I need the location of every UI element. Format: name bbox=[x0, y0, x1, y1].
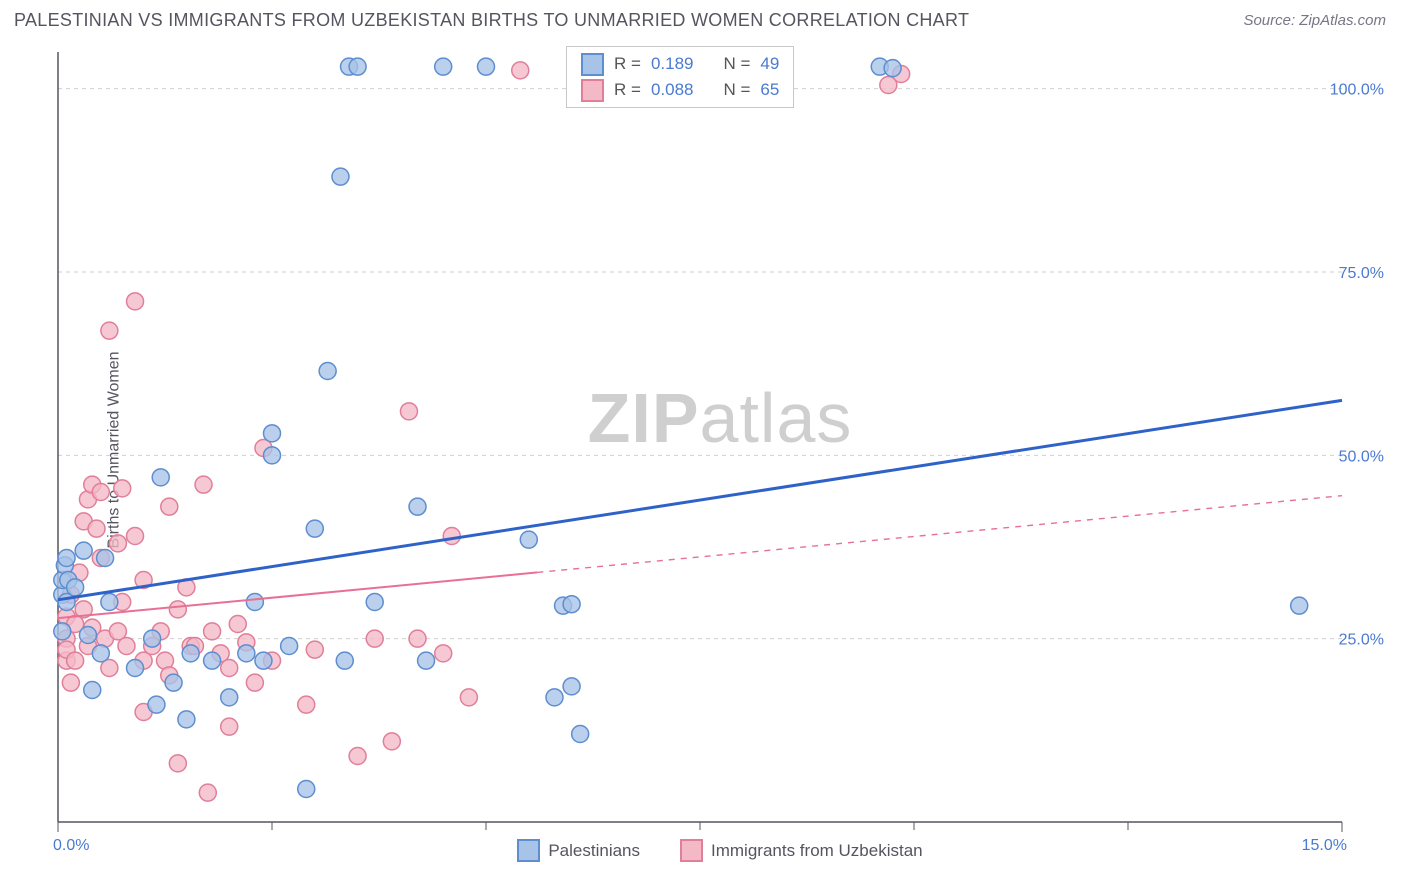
legend-label: Immigrants from Uzbekistan bbox=[711, 841, 923, 861]
r-label: R = bbox=[614, 77, 641, 103]
source-label: Source: ZipAtlas.com bbox=[1243, 12, 1386, 29]
svg-text:75.0%: 75.0% bbox=[1339, 265, 1384, 282]
chart-title: PALESTINIAN VS IMMIGRANTS FROM UZBEKISTA… bbox=[14, 10, 969, 31]
svg-text:50.0%: 50.0% bbox=[1339, 448, 1384, 465]
r-label: R = bbox=[614, 51, 641, 77]
legend-swatch-icon bbox=[581, 79, 604, 102]
svg-text:100.0%: 100.0% bbox=[1330, 82, 1384, 99]
n-label: N = bbox=[723, 51, 750, 77]
legend-row: R = 0.189 N = 49 bbox=[581, 51, 779, 77]
legend-label: Palestinians bbox=[548, 841, 640, 861]
series-legend: Palestinians Immigrants from Uzbekistan bbox=[46, 839, 1394, 862]
n-value: 49 bbox=[760, 51, 779, 77]
legend-swatch-icon bbox=[680, 839, 703, 862]
r-value: 0.189 bbox=[651, 51, 694, 77]
legend-item: Palestinians bbox=[517, 839, 640, 862]
svg-text:25.0%: 25.0% bbox=[1339, 632, 1384, 649]
legend-swatch-icon bbox=[517, 839, 540, 862]
legend-swatch-icon bbox=[581, 53, 604, 76]
chart-area: Births to Unmarried Women 25.0%50.0%75.0… bbox=[46, 46, 1394, 854]
n-value: 65 bbox=[760, 77, 779, 103]
r-value: 0.088 bbox=[651, 77, 694, 103]
scatter-plot: 25.0%50.0%75.0%100.0%0.0%15.0% bbox=[46, 46, 1394, 854]
n-label: N = bbox=[723, 77, 750, 103]
legend-item: Immigrants from Uzbekistan bbox=[680, 839, 923, 862]
legend-row: R = 0.088 N = 65 bbox=[581, 77, 779, 103]
correlation-legend: R = 0.189 N = 49 R = 0.088 N = 65 bbox=[566, 46, 794, 108]
